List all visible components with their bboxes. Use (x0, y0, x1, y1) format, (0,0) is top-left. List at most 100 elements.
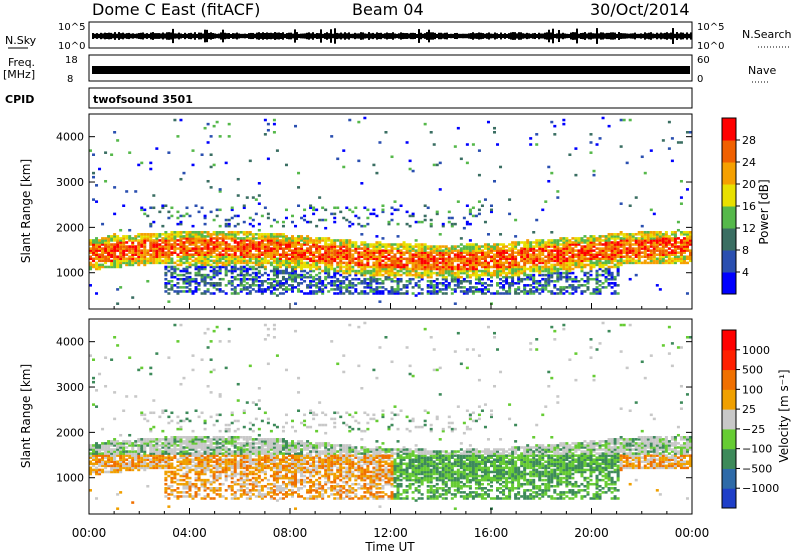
power-cell (330, 279, 334, 283)
power-cell (390, 212, 394, 216)
power-cell (134, 257, 138, 261)
power-cell (351, 210, 355, 214)
velocity-cell (113, 450, 117, 453)
power-cell (649, 251, 653, 254)
power-cell (493, 249, 497, 252)
power-cell (447, 271, 451, 275)
power-cell (345, 286, 349, 289)
power-cell (673, 249, 677, 252)
power-cell (429, 255, 433, 259)
power-cell (239, 253, 243, 256)
power-cell (369, 253, 373, 256)
power-cell (245, 231, 249, 234)
velocity-cell (152, 448, 156, 451)
power-cell (339, 261, 343, 265)
power-cell (269, 257, 273, 261)
power-cell (673, 241, 677, 244)
velocity-cell (167, 444, 171, 447)
power-cell (158, 253, 162, 256)
power-cell (110, 253, 114, 256)
power-cell (483, 198, 487, 201)
power-cell (98, 255, 102, 259)
power-cell (607, 257, 611, 261)
power-cell (248, 245, 252, 248)
nsky-sample (144, 33, 146, 39)
power-cell (619, 255, 623, 259)
power-cell (324, 255, 328, 259)
power-cell (523, 271, 527, 275)
power-cell (348, 271, 352, 275)
power-cell (676, 237, 680, 240)
power-cell (357, 216, 361, 220)
power-cell (104, 245, 108, 248)
power-cell (517, 286, 521, 289)
power-cell (565, 267, 569, 271)
power-cell (613, 237, 617, 240)
power-cell (423, 271, 427, 275)
power-cell (526, 259, 530, 263)
power-cell (191, 163, 195, 167)
nsky-sample (688, 33, 690, 39)
power-cell (390, 265, 394, 269)
power-cell (324, 249, 328, 252)
power-cell (176, 292, 180, 295)
power-cell (610, 259, 614, 263)
power-cell (191, 243, 195, 246)
power-cell (197, 239, 201, 242)
velocity-cell (119, 466, 123, 470)
power-cell (435, 290, 439, 293)
power-cell (508, 282, 512, 285)
power-cell (523, 284, 527, 287)
power-cell (462, 263, 466, 267)
velocity-cell (143, 450, 147, 453)
nsky-sample (378, 32, 380, 40)
power-cell (297, 204, 301, 208)
power-cell (408, 277, 412, 281)
power-cell (411, 267, 415, 271)
power-cell (266, 128, 270, 132)
power-cell (185, 206, 189, 210)
power-cell (125, 245, 129, 248)
power-cell (505, 279, 509, 283)
power-cell (176, 239, 180, 242)
power-cell (197, 265, 201, 269)
power-cell (429, 253, 433, 256)
power-cell (598, 235, 602, 238)
power-cell (499, 247, 503, 250)
power-cell (164, 286, 168, 289)
power-cell (263, 118, 267, 122)
velocity-cell (164, 495, 168, 498)
power-cell (420, 220, 424, 224)
power-cell (275, 273, 279, 277)
power-cell (272, 259, 276, 263)
power-cell (387, 267, 391, 271)
power-cell (227, 231, 231, 234)
nsky-sample (518, 32, 520, 40)
power-cell (318, 239, 322, 242)
power-cell (583, 249, 587, 252)
power-cell (188, 263, 192, 267)
power-cell (333, 273, 337, 277)
velocity-cell (101, 446, 105, 449)
power-cell (366, 265, 370, 269)
power-cell (477, 263, 481, 267)
power-cell (441, 224, 445, 228)
power-cell (230, 259, 234, 263)
power-cell (336, 253, 340, 256)
power-cell (592, 253, 596, 256)
power-cell (592, 290, 596, 293)
velocity-cell (113, 456, 117, 459)
power-cell (239, 255, 243, 259)
power-cell (556, 253, 560, 256)
velocity-cell (104, 462, 108, 466)
power-cell (206, 275, 210, 279)
power-cell (598, 265, 602, 269)
power-cell (113, 251, 117, 254)
date-title: 30/Oct/2014 (590, 0, 690, 19)
power-cell (185, 259, 189, 263)
power-cell (333, 271, 337, 275)
power-cell (613, 265, 617, 269)
power-cell (242, 257, 246, 261)
power-cell (493, 263, 497, 267)
